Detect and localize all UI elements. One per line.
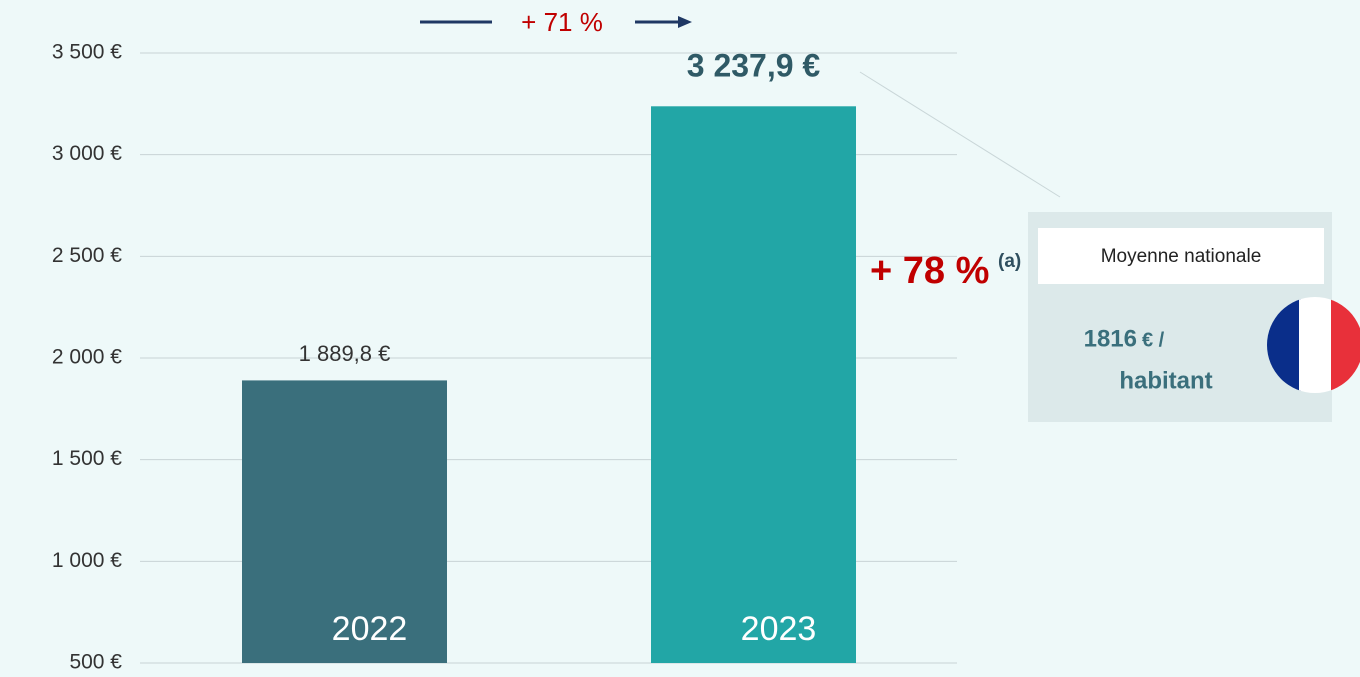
y-tick-label: 1 500 € (52, 447, 122, 470)
y-tick-label: 500 € (69, 651, 122, 674)
connector (859, 71, 1061, 198)
flag (1267, 297, 1360, 393)
growth-side: + 78 % (870, 250, 989, 292)
y-tick-label: 2 500 € (52, 244, 122, 267)
category-label: 2022 (332, 610, 408, 648)
growth-note: (a) (998, 251, 1021, 272)
growth-top: + 71 % (521, 7, 603, 37)
average-unit: € / (1142, 329, 1165, 351)
y-tick-label: 3 500 € (52, 41, 122, 64)
average-per: habitant (1119, 367, 1212, 394)
value-label: 3 237,9 € (687, 48, 821, 84)
arrow-head (678, 16, 692, 28)
average-label-box (1038, 228, 1324, 284)
bar (242, 380, 447, 663)
category-label: 2023 (741, 610, 817, 648)
average-label: Moyenne nationale (1101, 246, 1262, 267)
y-tick-label: 1 000 € (52, 549, 122, 572)
value-label: 1 889,8 € (299, 341, 391, 366)
average-value: 1816 (1084, 325, 1137, 352)
bar (651, 106, 856, 664)
y-tick-label: 3 000 € (52, 142, 122, 165)
y-tick-label: 2 000 € (52, 346, 122, 369)
